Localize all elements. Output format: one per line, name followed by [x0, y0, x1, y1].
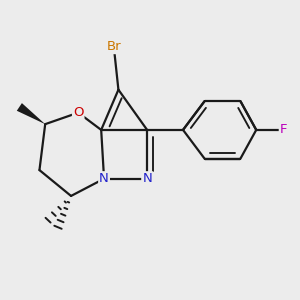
Text: F: F	[280, 123, 287, 136]
Text: O: O	[73, 106, 83, 119]
Text: N: N	[99, 172, 109, 185]
Text: N: N	[142, 172, 152, 185]
Text: Br: Br	[107, 40, 122, 53]
Polygon shape	[17, 103, 45, 124]
